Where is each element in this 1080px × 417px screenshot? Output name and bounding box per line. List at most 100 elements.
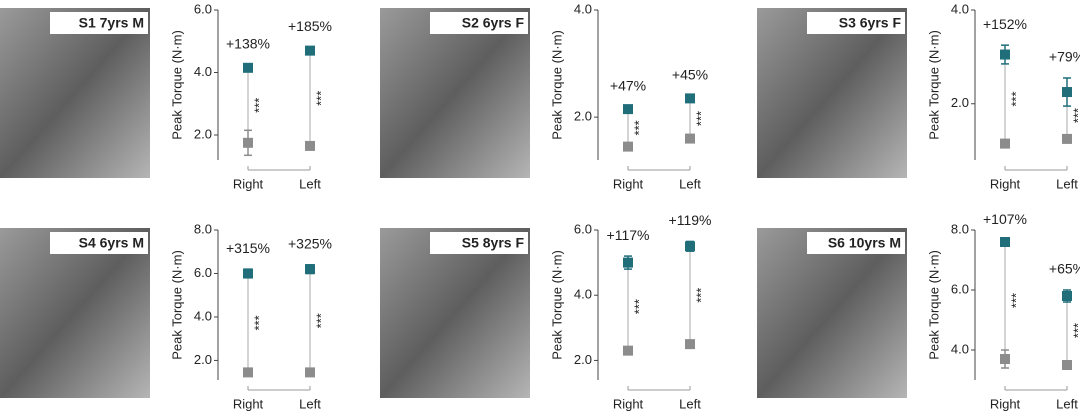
photo-label-box <box>50 12 148 34</box>
y-tick-label: 6.0 <box>574 221 592 236</box>
mean-marker <box>685 133 695 144</box>
y-tick-label: 6.0 <box>194 265 212 280</box>
mean-marker <box>1000 354 1010 364</box>
mean-marker <box>305 140 315 151</box>
significance: *** <box>1008 91 1023 106</box>
mean-marker <box>623 345 633 356</box>
y-tick-label: 4.0 <box>951 341 969 356</box>
photo-label: S1 7yrs M <box>79 15 144 31</box>
mean-marker <box>1000 237 1010 247</box>
change-label: +107% <box>983 211 1027 227</box>
significance: *** <box>1008 293 1023 308</box>
x-tick-label: Left <box>299 396 321 411</box>
y-tick-label: 2.0 <box>574 352 592 367</box>
y-tick-label: 4.0 <box>194 308 212 323</box>
mean-marker <box>685 93 695 104</box>
mean-marker <box>243 137 253 148</box>
x-tick-label: Right <box>990 176 1021 191</box>
change-label: +117% <box>607 227 650 243</box>
x-tick-label: Right <box>990 396 1021 411</box>
change-label: +119% <box>669 212 712 228</box>
significance: *** <box>631 120 646 135</box>
significance: *** <box>313 91 328 106</box>
change-label: +185% <box>288 18 332 34</box>
photo <box>380 8 530 178</box>
significance: *** <box>631 299 646 314</box>
mean-marker <box>623 257 633 268</box>
y-tick-label: 4.0 <box>951 1 969 16</box>
photo-label: S6 10yrs M <box>828 235 901 251</box>
photo-label-box <box>430 12 528 34</box>
y-axis-label: Peak Torque (N·m) <box>549 250 564 360</box>
y-tick-label: 4.0 <box>574 1 592 16</box>
mean-marker <box>305 45 315 56</box>
photo-label: S5 8yrs F <box>462 235 525 251</box>
y-tick-label: 4.0 <box>194 64 212 79</box>
y-tick-label: 2.0 <box>194 352 212 367</box>
change-label: +152% <box>983 16 1027 32</box>
y-tick-label: 2.0 <box>951 95 969 110</box>
y-tick-label: 6.0 <box>951 281 969 296</box>
mean-marker <box>305 367 315 378</box>
change-label: +65% <box>1049 261 1080 277</box>
change-label: +138% <box>226 35 270 51</box>
photo <box>0 8 150 178</box>
change-label: +315% <box>226 240 270 256</box>
y-tick-label: 2.0 <box>194 126 212 141</box>
significance: *** <box>693 288 708 303</box>
mean-marker <box>243 367 253 378</box>
y-tick-label: 4.0 <box>574 287 592 302</box>
x-tick-label: Left <box>679 396 701 411</box>
photo <box>380 228 530 398</box>
photo-label: S3 6yrs F <box>839 15 902 31</box>
x-tick-label: Left <box>1056 396 1078 411</box>
x-tick-label: Left <box>299 176 321 191</box>
mean-marker <box>1062 360 1072 370</box>
significance: *** <box>251 98 266 113</box>
y-tick-label: 2.0 <box>574 109 592 124</box>
photo <box>757 8 907 178</box>
x-tick-label: Left <box>1056 176 1078 191</box>
significance: *** <box>1070 323 1080 338</box>
mean-marker <box>1000 138 1010 149</box>
x-tick-label: Right <box>233 176 264 191</box>
significance: *** <box>1070 108 1080 123</box>
y-axis-label: Peak Torque (N·m) <box>169 250 184 360</box>
mean-marker <box>1000 49 1010 60</box>
x-tick-label: Right <box>233 396 264 411</box>
mean-marker <box>1062 133 1072 144</box>
y-axis-label: Peak Torque (N·m) <box>549 30 564 140</box>
x-tick-label: Left <box>679 176 701 191</box>
change-label: +325% <box>288 235 332 251</box>
mean-marker <box>1062 291 1072 301</box>
y-tick-label: 6.0 <box>194 1 212 16</box>
significance: *** <box>693 111 708 126</box>
mean-marker <box>243 62 253 73</box>
significance: *** <box>251 315 266 330</box>
mean-marker <box>1062 87 1072 98</box>
photo <box>0 228 150 398</box>
x-tick-label: Right <box>613 396 644 411</box>
change-label: +47% <box>610 78 646 94</box>
mean-marker <box>685 339 695 350</box>
mean-marker <box>243 268 253 279</box>
photo-label-box <box>430 232 528 254</box>
x-tick-label: Right <box>613 176 644 191</box>
photo-label-box <box>50 232 148 254</box>
photo-label: S4 6yrs M <box>79 235 144 251</box>
change-label: +45% <box>672 66 708 82</box>
significance: *** <box>313 313 328 328</box>
change-label: +79% <box>1049 49 1080 65</box>
photo <box>757 228 907 398</box>
y-axis-label: Peak Torque (N·m) <box>926 30 941 140</box>
photo-label-box <box>807 12 905 34</box>
y-axis-label: Peak Torque (N·m) <box>926 250 941 360</box>
photo-label-box <box>807 232 905 254</box>
y-tick-label: 8.0 <box>951 221 969 236</box>
mean-marker <box>305 264 315 275</box>
y-tick-label: 8.0 <box>194 221 212 236</box>
mean-marker <box>685 241 695 252</box>
mean-marker <box>623 104 633 115</box>
photo-label: S2 6yrs F <box>462 15 525 31</box>
